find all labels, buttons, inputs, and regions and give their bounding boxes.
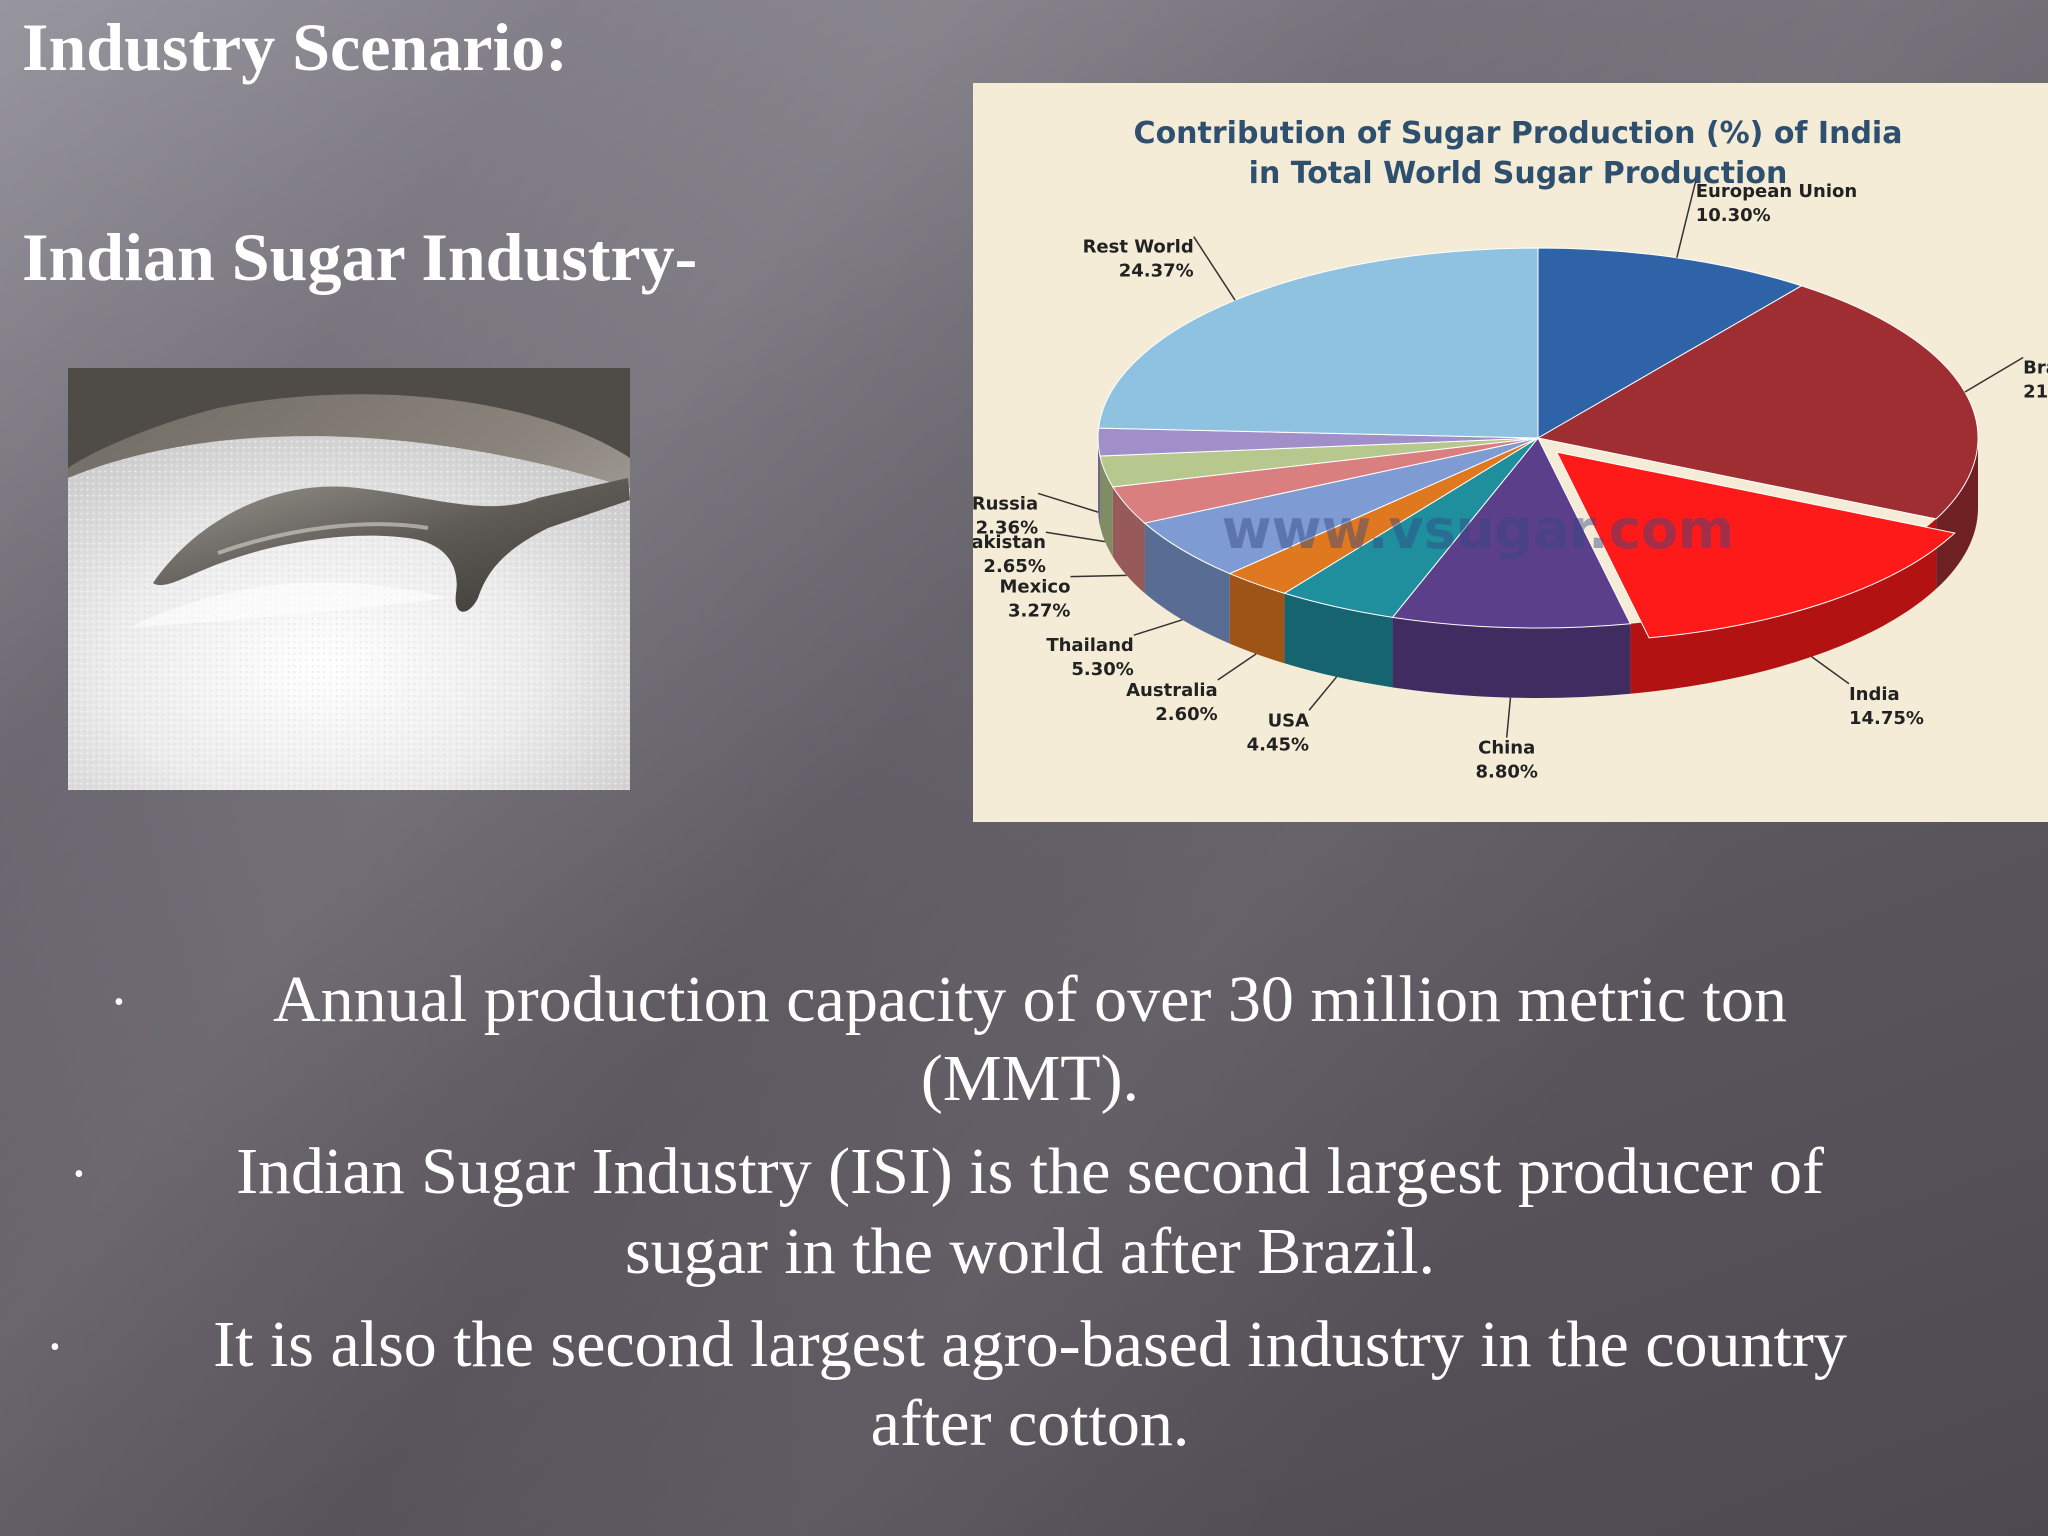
slice-value-label: 5.30% xyxy=(1071,659,1133,680)
pie-depth xyxy=(1098,438,1978,699)
bullet-line: It is also the second largest agro-based… xyxy=(213,1307,1847,1381)
leader-line xyxy=(1045,531,1106,543)
slice-value-label: 8.80% xyxy=(1475,762,1537,783)
bullet-line: after cotton. xyxy=(870,1386,1190,1460)
slice-name-label: Brazil xyxy=(2023,357,2048,378)
leader-line xyxy=(1505,697,1512,738)
slice-value-label: 2.60% xyxy=(1155,704,1217,725)
leader-line xyxy=(1193,236,1236,301)
bullet-line: Annual production capacity of over 30 mi… xyxy=(273,963,1787,1036)
leader-line xyxy=(1217,653,1257,681)
bullet-item: • It is also the second largest agro-bas… xyxy=(30,1305,2030,1463)
slice-name-label: USA xyxy=(1268,710,1310,731)
bullet-item: • Indian Sugar Industry (ISI) is the sec… xyxy=(30,1132,2030,1290)
slice-value-label: 24.37% xyxy=(1119,261,1194,282)
slice-name-label: Thailand xyxy=(1046,635,1133,656)
bullet-dot: • xyxy=(74,1159,84,1191)
leader-line xyxy=(1308,676,1338,711)
bullet-text: Annual production capacity of over 30 mi… xyxy=(273,960,1787,1118)
slice-value-label: 2.65% xyxy=(983,556,1045,577)
slide-subtitle: Indian Sugar Industry- xyxy=(22,219,698,295)
slice-name-label: Mexico xyxy=(1000,577,1071,598)
pie-slice-thailand xyxy=(1143,437,1539,575)
bullet-list: • Annual production capacity of over 30 … xyxy=(30,960,2030,1477)
pie-slice-india xyxy=(1555,451,1956,639)
pie-labels: European Union 10.30% Brazil 21.96% India 14.… xyxy=(973,180,2048,783)
pie-top xyxy=(1097,247,1979,639)
slice-name-label: Australia xyxy=(1126,680,1218,701)
pie-slice-china xyxy=(1391,437,1632,629)
slice-value-label: 21.96% xyxy=(2023,381,2048,402)
pie-side-pakistan xyxy=(1099,456,1113,557)
slice-name-label: China xyxy=(1478,738,1535,759)
pie-side-usa xyxy=(1284,593,1393,688)
pie-slice-european-union xyxy=(1537,247,1803,439)
bullet-text: Indian Sugar Industry (ISI) is the secon… xyxy=(236,1132,1824,1290)
leader-line xyxy=(1811,656,1850,685)
leader-line xyxy=(1070,574,1127,578)
bullet-dot: • xyxy=(114,987,124,1018)
slice-value-label: 4.45% xyxy=(1247,734,1309,755)
leader-line xyxy=(1676,180,1697,258)
slice-value-label: 10.30% xyxy=(1696,205,1771,226)
leader-line xyxy=(1037,492,1099,513)
slice-name-label: Russia xyxy=(973,493,1038,514)
slice-value-label: 2.36% xyxy=(976,517,1038,538)
pie-side-thailand xyxy=(1144,523,1230,644)
bullet-line: Indian Sugar Industry (ISI) is the secon… xyxy=(236,1135,1824,1209)
chart-subtitle: in Total World Sugar Production xyxy=(1249,156,1788,191)
bullet-item: • Annual production capacity of over 30 … xyxy=(30,960,2030,1118)
slice-value-label: 3.27% xyxy=(1008,601,1070,622)
pie-side-china xyxy=(1392,617,1631,699)
sugar-production-pie-chart: Contribution of Sugar Production (%) of … xyxy=(973,83,2048,822)
sugar-spoon-image xyxy=(68,368,630,790)
pie-side-australia xyxy=(1229,573,1285,664)
bullet-line: (MMT). xyxy=(920,1042,1140,1116)
pie-side-russia xyxy=(1098,438,1100,527)
slice-value-label: 14.75% xyxy=(1849,708,1924,729)
pie-side-brazil xyxy=(1936,438,1978,589)
bullet-text: It is also the second largest agro-based… xyxy=(213,1305,1847,1463)
slice-name-label: European Union xyxy=(1696,181,1857,202)
slice-name-label: Rest World xyxy=(1083,237,1194,258)
bullet-dot: • xyxy=(50,1331,60,1363)
chart-title: Contribution of Sugar Production (%) of … xyxy=(1134,116,1903,151)
slide-title: Industry Scenario: xyxy=(22,9,568,85)
pie-side-mexico xyxy=(1112,486,1145,594)
leader-line xyxy=(1964,356,2024,393)
slice-name-label: India xyxy=(1849,684,1900,705)
slice-name-label: Pakistan xyxy=(973,532,1046,553)
pie-slice-brazil xyxy=(1536,285,1979,520)
leader-line xyxy=(1133,619,1183,636)
chart-watermark: www.vsugar.com xyxy=(1222,498,1734,561)
bullet-line: sugar in the world after Brazil. xyxy=(624,1214,1436,1288)
pie-slice-rest-world xyxy=(1098,247,1539,439)
